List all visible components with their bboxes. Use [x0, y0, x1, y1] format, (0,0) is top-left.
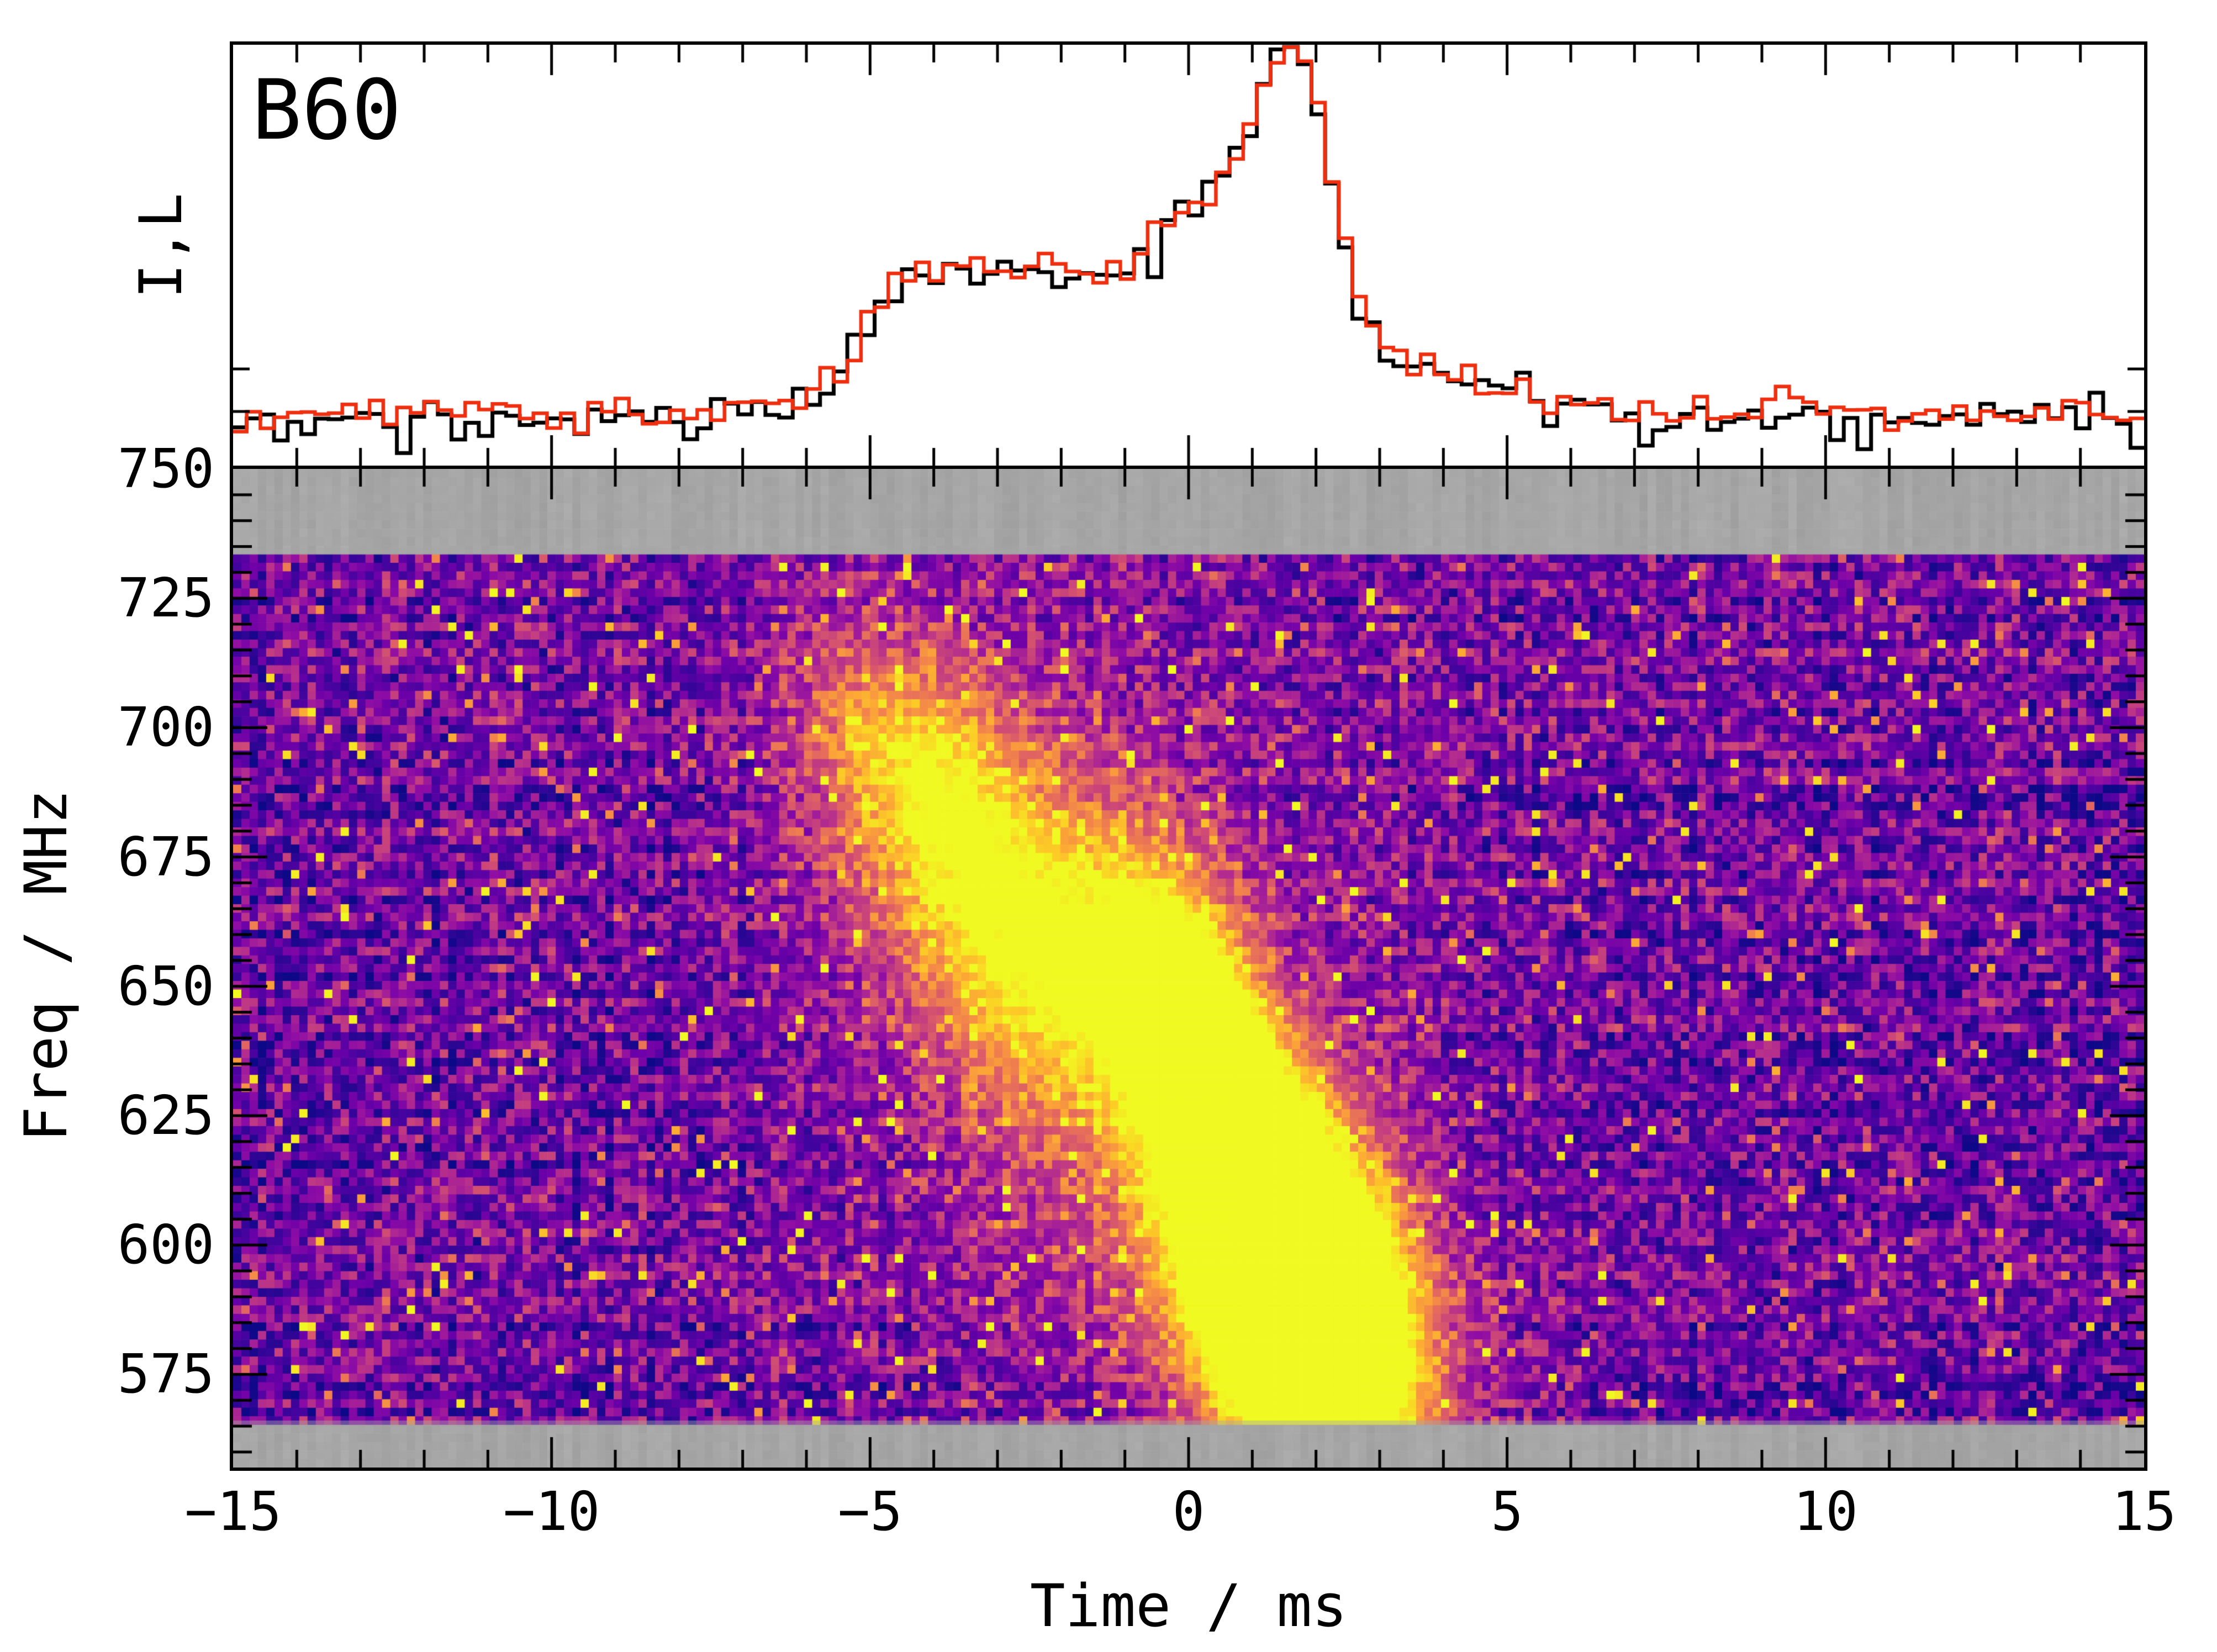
y-tick-label: 575 — [117, 1343, 214, 1406]
x-tick-label: 15 — [2112, 1480, 2177, 1543]
x-tick-label: −10 — [503, 1480, 600, 1543]
waterfall-panel — [230, 466, 2147, 1471]
y-tick-label: 725 — [117, 567, 214, 630]
time-axis-label: Time / ms — [1030, 1572, 1348, 1640]
profile-plot-canvas — [233, 45, 2144, 466]
x-tick-label: 10 — [1793, 1480, 1858, 1543]
x-tick-label: −5 — [837, 1480, 902, 1543]
y-tick-label: 625 — [117, 1084, 214, 1147]
waterfall-canvas — [233, 469, 2144, 1468]
x-tick-label: 0 — [1172, 1480, 1205, 1543]
x-tick-label: 5 — [1491, 1480, 1523, 1543]
x-tick-label: −15 — [184, 1480, 282, 1543]
y-tick-label: 650 — [117, 954, 214, 1017]
burst-id-label: B60 — [252, 62, 402, 159]
y-tick-label: 750 — [117, 437, 214, 500]
profile-panel: B60 — [230, 41, 2147, 466]
y-tick-label: 600 — [117, 1213, 214, 1276]
intensity-axis-label: I,L — [127, 193, 195, 299]
y-tick-label: 700 — [117, 696, 214, 759]
y-tick-label: 675 — [117, 825, 214, 888]
